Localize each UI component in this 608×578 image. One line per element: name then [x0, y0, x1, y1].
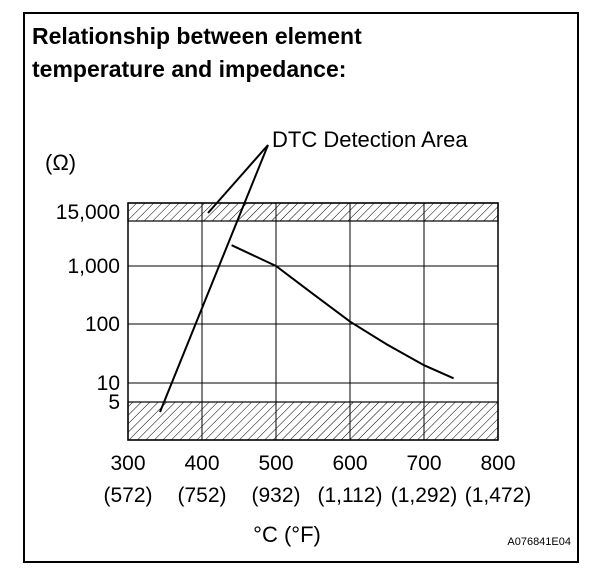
- title-line-1: Relationship between element: [32, 23, 362, 49]
- detection-area-lower: [127, 401, 499, 441]
- detection-area-upper: [127, 202, 499, 222]
- x-tick-label-c: 600: [332, 452, 367, 475]
- y-axis-label: (Ω): [45, 150, 76, 175]
- x-tick-label-c: 500: [258, 452, 293, 475]
- plot-border: [127, 202, 499, 441]
- annotation-label: DTC Detection Area: [272, 127, 468, 152]
- x-tick-label-f: (1,472): [465, 484, 532, 507]
- x-tick-label-f: (1,292): [391, 484, 458, 507]
- y-tick-label: 1,000: [67, 255, 120, 278]
- figure-code: A076841E04: [507, 536, 571, 548]
- y-tick-label: 100: [85, 313, 120, 336]
- y-tick-label: 15,000: [56, 201, 120, 224]
- y-tick-label: 10: [97, 372, 120, 395]
- x-tick-label-c: 400: [184, 452, 219, 475]
- y-tick-label: 5: [108, 391, 120, 414]
- x-tick-label-f: (572): [103, 484, 152, 507]
- x-tick-label-f: (1,112): [318, 484, 383, 507]
- plot-area: 15,000 1,000 100 105 300 400 500 600 700 800 (572)…: [56, 144, 532, 507]
- annotation-leader-upper: [207, 144, 269, 214]
- figure-frame: [23, 12, 579, 563]
- title-line-2: temperature and impedance:: [32, 56, 347, 82]
- impedance-curve: [231, 244, 455, 380]
- chart-title: Relationship between element temperature…: [32, 20, 362, 86]
- x-tick-label-f: (752): [177, 484, 226, 507]
- annotation-leader-lower: [159, 144, 269, 413]
- x-tick-label-c: 800: [480, 452, 515, 475]
- x-tick-label-f: (932): [251, 484, 300, 507]
- x-tick-label-c: 700: [406, 452, 441, 475]
- x-axis-label: °C (°F): [253, 522, 321, 547]
- x-tick-label-c: 300: [110, 452, 145, 475]
